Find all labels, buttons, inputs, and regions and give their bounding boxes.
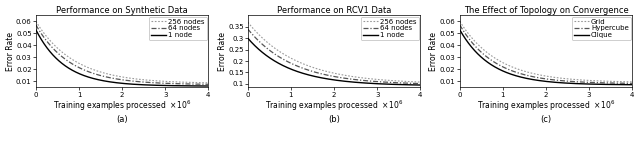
Clique [628, 84, 636, 86]
Grid [607, 80, 614, 82]
Line: 1 node: 1 node [36, 30, 209, 86]
64 nodes [98, 75, 106, 77]
256 nodes [32, 20, 40, 22]
64 nodes [201, 83, 209, 85]
1 node [244, 37, 252, 39]
Grid [625, 81, 633, 83]
64 nodes [413, 83, 420, 84]
Hypercube [522, 74, 530, 76]
256 nodes [310, 67, 318, 69]
64 nodes [417, 83, 424, 84]
Clique [529, 79, 537, 81]
Text: (c): (c) [540, 115, 552, 124]
X-axis label: Training examples processed  $\times 10^6$: Training examples processed $\times 10^6… [265, 99, 403, 113]
Grid [522, 71, 530, 73]
Y-axis label: Error Rate: Error Rate [218, 32, 227, 71]
Line: 64 nodes: 64 nodes [36, 25, 209, 84]
1 node [413, 84, 420, 86]
Grid [476, 45, 483, 47]
256 nodes [317, 69, 325, 71]
Y-axis label: Error Rate: Error Rate [429, 32, 438, 71]
Line: Hypercube: Hypercube [460, 25, 632, 83]
256 nodes [62, 54, 70, 56]
Clique [456, 29, 463, 31]
256 nodes [98, 71, 106, 73]
Hypercube [529, 76, 537, 78]
256 nodes [413, 81, 420, 83]
Hypercube [476, 50, 483, 51]
Line: Grid: Grid [460, 21, 632, 82]
Text: (b): (b) [328, 115, 340, 124]
Grid [529, 73, 537, 75]
Line: 256 nodes: 256 nodes [36, 21, 209, 83]
Line: 1 node: 1 node [248, 38, 420, 85]
256 nodes [274, 49, 282, 51]
1 node [317, 77, 325, 79]
Hypercube [607, 82, 614, 84]
64 nodes [244, 28, 252, 30]
Title: The Effect of Topology on Convergence: The Effect of Topology on Convergence [463, 6, 628, 15]
64 nodes [317, 73, 325, 75]
X-axis label: Training examples processed  $\times 10^6$: Training examples processed $\times 10^6… [53, 99, 191, 113]
64 nodes [274, 55, 282, 57]
Clique [625, 84, 633, 86]
Hypercube [456, 24, 463, 26]
256 nodes [205, 82, 212, 84]
Hypercube [486, 58, 493, 60]
Clique [476, 55, 483, 56]
64 nodes [394, 82, 402, 84]
1 node [32, 29, 40, 31]
Grid [456, 20, 463, 22]
Line: 256 nodes: 256 nodes [248, 22, 420, 82]
X-axis label: Training examples processed  $\times 10^6$: Training examples processed $\times 10^6… [477, 99, 615, 113]
1 node [417, 84, 424, 86]
Line: Clique: Clique [460, 30, 632, 85]
Hypercube [628, 82, 636, 84]
Clique [607, 84, 614, 85]
Legend: Grid, Hypercube, Clique: Grid, Hypercube, Clique [572, 17, 631, 40]
Hypercube [625, 82, 633, 84]
1 node [201, 85, 209, 87]
1 node [394, 84, 402, 85]
1 node [106, 81, 113, 83]
Text: (a): (a) [116, 115, 128, 124]
64 nodes [32, 24, 40, 26]
1 node [274, 62, 282, 64]
Y-axis label: Error Rate: Error Rate [6, 32, 15, 71]
Legend: 256 nodes, 64 nodes, 1 node: 256 nodes, 64 nodes, 1 node [361, 17, 419, 40]
Legend: 256 nodes, 64 nodes, 1 node: 256 nodes, 64 nodes, 1 node [149, 17, 207, 40]
256 nodes [182, 81, 190, 83]
64 nodes [264, 48, 271, 50]
256 nodes [106, 73, 113, 75]
1 node [182, 85, 190, 87]
Clique [486, 63, 493, 65]
256 nodes [52, 45, 60, 47]
1 node [52, 57, 60, 59]
256 nodes [244, 21, 252, 23]
256 nodes [394, 80, 402, 82]
Clique [522, 77, 530, 79]
Grid [486, 54, 493, 55]
64 nodes [182, 83, 190, 85]
1 node [310, 75, 318, 77]
64 nodes [310, 71, 318, 73]
Title: Performance on RCV1 Data: Performance on RCV1 Data [277, 6, 391, 15]
1 node [264, 55, 271, 57]
1 node [98, 80, 106, 81]
64 nodes [205, 83, 212, 85]
64 nodes [106, 77, 113, 79]
Line: 64 nodes: 64 nodes [248, 29, 420, 84]
Title: Performance on Synthetic Data: Performance on Synthetic Data [56, 6, 188, 15]
1 node [205, 85, 212, 87]
256 nodes [264, 42, 271, 43]
64 nodes [52, 50, 60, 52]
Grid [628, 81, 636, 83]
1 node [62, 65, 70, 67]
256 nodes [417, 81, 424, 83]
256 nodes [201, 82, 209, 84]
64 nodes [62, 59, 70, 61]
